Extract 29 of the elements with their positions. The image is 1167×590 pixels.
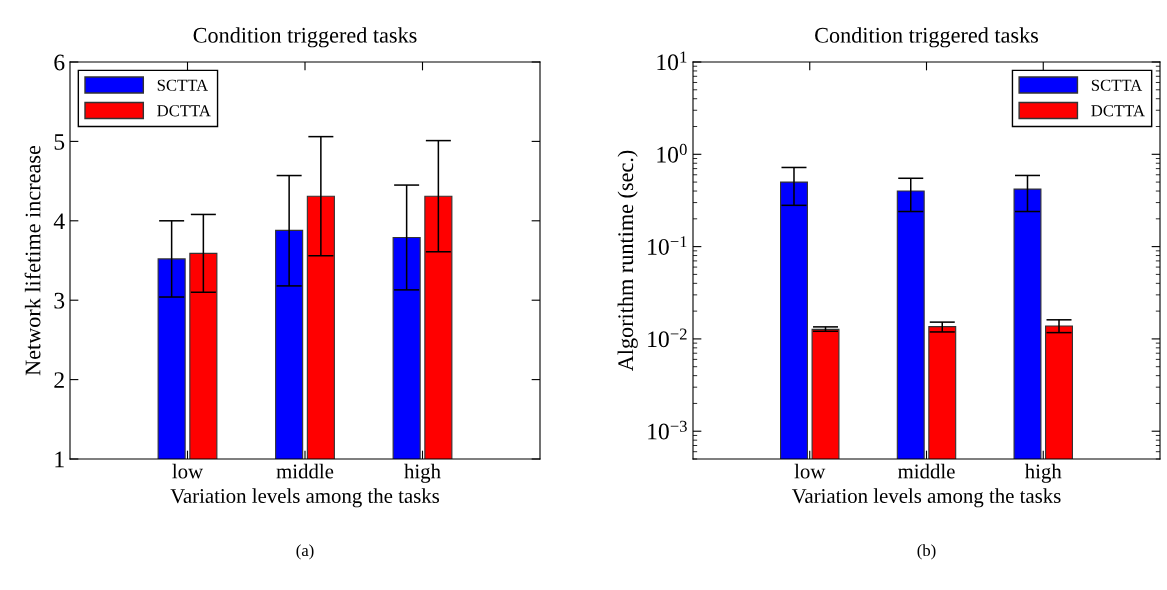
text: (a) <box>296 544 314 560</box>
y-tick-label: 5 <box>54 134 65 150</box>
y-tick-label: 10$^{0}$ <box>657 143 687 163</box>
y-tick-label: 2 <box>54 372 64 388</box>
legend-label: SCTTA <box>1091 79 1143 91</box>
text: (b) <box>917 544 936 560</box>
y-tick-label: 4 <box>53 213 65 229</box>
y-tick-label: 6 <box>54 54 65 71</box>
y-axis-title: Algorithm runtime (sec.) <box>617 150 638 372</box>
y-axis-title: Network lifetime increase <box>24 145 41 376</box>
x-tick-label: middle <box>898 463 955 479</box>
x-tick-label: low <box>172 463 204 479</box>
y-tick-label: 1 <box>55 451 64 468</box>
y-tick-label: 10$^{−1}$ <box>648 236 687 255</box>
x-axis-title: Variation levels among the tasks <box>170 488 440 508</box>
legend-label: DCTTA <box>1091 105 1145 117</box>
x-tick-label: high <box>404 463 441 483</box>
x-tick-label: middle <box>276 463 334 479</box>
chart-title: Condition triggered tasks <box>815 27 1039 48</box>
chart-title: Condition triggered tasks <box>193 27 417 48</box>
y-tick-label: 10$^{−3}$ <box>648 420 687 440</box>
y-tick-label: 3 <box>54 292 65 309</box>
y-tick-label: 10$^{−2}$ <box>648 328 687 348</box>
legend-label: SCTTA <box>157 79 208 91</box>
y-tick-label: 10$^{1}$ <box>657 51 687 71</box>
x-tick-label: high <box>1024 463 1062 483</box>
x-axis-title: Variation levels among the tasks <box>791 488 1061 508</box>
legend-label: DCTTA <box>157 105 211 117</box>
x-tick-label: low <box>794 463 826 479</box>
